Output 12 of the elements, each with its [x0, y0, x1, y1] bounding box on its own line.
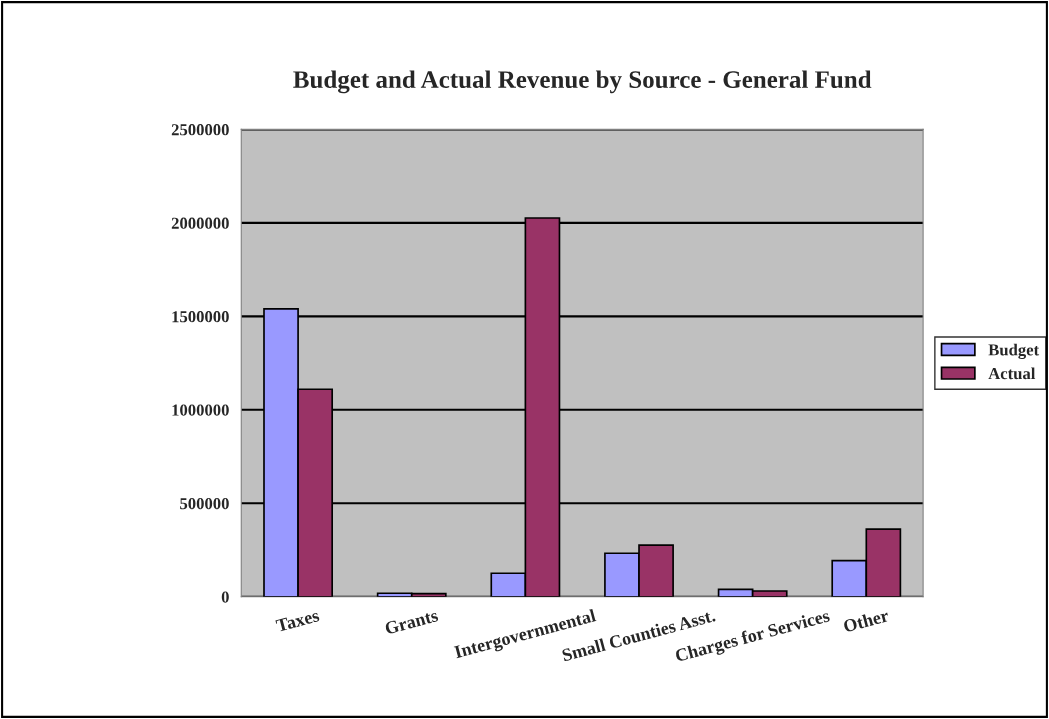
y-tick-label: 1500000 — [172, 311, 229, 323]
y-tick-label: 0 — [221, 591, 229, 603]
y-tick-label: 500000 — [180, 498, 229, 510]
y-tick-label: 1000000 — [172, 404, 229, 416]
y-tick-label: 2500000 — [171, 124, 229, 136]
legend-label: Actual — [988, 367, 1036, 380]
chart-title: Budget and Actual Revenue by Source - General Fund — [293, 70, 872, 94]
y-tick-label: 2000000 — [171, 217, 229, 229]
legend-label: Budget — [988, 343, 1040, 359]
x-tick-label: Other — [842, 608, 890, 633]
x-tick-label: Taxes — [275, 609, 320, 633]
x-tick-label: Grants — [384, 609, 439, 635]
